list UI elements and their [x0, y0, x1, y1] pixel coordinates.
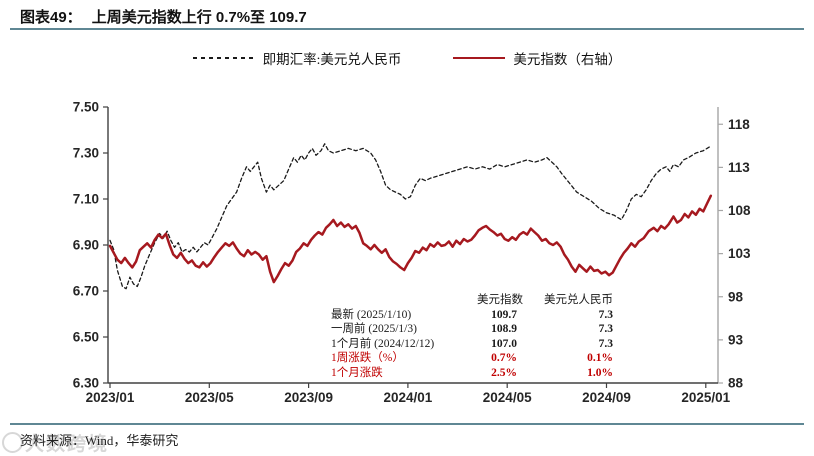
- svg-text:108: 108: [728, 203, 751, 218]
- cell-usdcny: 7.3: [598, 337, 613, 350]
- svg-text:2025/01: 2025/01: [681, 390, 730, 405]
- svg-text:2024/05: 2024/05: [483, 390, 532, 405]
- svg-text:2023/01: 2023/01: [86, 390, 135, 405]
- cell-usd-index: 0.7%: [491, 352, 517, 365]
- row-label: 1个月涨跌: [331, 366, 383, 379]
- figure-title: 图表49： 上周美元指数上行 0.7%至 109.7: [20, 6, 307, 27]
- solid-line-swatch-icon: [453, 56, 506, 60]
- row-label: 最新 (2025/1/10): [331, 308, 412, 321]
- series-usdcny-dashed-line: [109, 143, 712, 290]
- stats-table: 美元指数 美元兑人民币 最新 (2025/1/10) 109.7 7.3 一周前…: [331, 293, 613, 381]
- legend-item-usd-index: 美元指数（右轴）: [453, 48, 621, 68]
- chart-legend: 即期汇率:美元兑人民币 美元指数（右轴）: [0, 48, 814, 68]
- svg-text:2023/09: 2023/09: [284, 390, 333, 405]
- axes: 7.50 7.30 7.10 6.90 6.70 6.50 6.30 118 113 108 103…: [73, 100, 751, 406]
- svg-text:118: 118: [728, 117, 750, 132]
- svg-text:98: 98: [728, 289, 744, 304]
- watermark-text: 大数跨境: [25, 434, 110, 455]
- row-label: 1个月前 (2024/12/12): [331, 337, 435, 350]
- table-row: 1个月涨跌 2.5% 1.0%: [331, 366, 613, 381]
- title-divider: [10, 28, 804, 30]
- table-row: 一周前 (2025/1/3) 108.9 7.3: [331, 322, 613, 337]
- source-note: 资料来源：Wind，华泰研究: [20, 433, 179, 448]
- table-row: 1周涨跌（%） 0.7% 0.1%: [331, 351, 613, 366]
- page-title: 上周美元指数上行 0.7%至 109.7: [91, 9, 307, 26]
- table-header-usdcny: 美元兑人民币: [544, 294, 613, 306]
- svg-text:2024/01: 2024/01: [383, 390, 432, 405]
- svg-text:6.70: 6.70: [73, 284, 99, 299]
- cell-usdcny: 1.0%: [587, 366, 613, 379]
- row-label: 一周前 (2025/1/3): [331, 323, 417, 336]
- svg-text:113: 113: [728, 160, 750, 175]
- svg-text:6.30: 6.30: [73, 376, 99, 391]
- cell-usd-index: 2.5%: [491, 366, 517, 379]
- cell-usd-index: 107.0: [491, 337, 517, 350]
- legend-item-usdcny: 即期汇率:美元兑人民币: [192, 48, 402, 68]
- figure-number: 图表49：: [20, 9, 82, 26]
- series-usd-index-line: [108, 194, 713, 284]
- table-header-usd-index: 美元指数: [477, 294, 523, 306]
- legend-label: 即期汇率:美元兑人民币: [262, 52, 402, 67]
- svg-text:6.50: 6.50: [73, 330, 99, 345]
- row-label: 1周涨跌（%）: [331, 352, 404, 365]
- source-divider: [10, 423, 804, 425]
- table-row: 最新 (2025/1/10) 109.7 7.3: [331, 308, 613, 323]
- cell-usdcny: 7.3: [598, 308, 613, 321]
- svg-text:2023/05: 2023/05: [185, 390, 234, 405]
- svg-text:88: 88: [728, 376, 744, 391]
- cell-usdcny: 0.1%: [587, 352, 613, 365]
- cell-usd-index: 109.7: [491, 308, 517, 321]
- watermark: 大数跨境: [2, 429, 109, 456]
- svg-text:2024/09: 2024/09: [582, 390, 631, 405]
- watermark-logo-icon: [2, 432, 23, 453]
- table-header-blank: [331, 293, 469, 308]
- dashed-line-swatch-icon: [192, 57, 255, 59]
- svg-text:7.30: 7.30: [73, 146, 99, 161]
- cell-usd-index: 108.9: [491, 323, 517, 336]
- legend-label: 美元指数（右轴）: [513, 52, 622, 67]
- table-row: 1个月前 (2024/12/12) 107.0 7.3: [331, 337, 613, 352]
- svg-text:7.50: 7.50: [73, 100, 99, 115]
- table-header-row: 美元指数 美元兑人民币: [331, 293, 613, 308]
- svg-text:93: 93: [728, 332, 744, 347]
- svg-text:103: 103: [728, 246, 751, 261]
- cell-usdcny: 7.3: [598, 323, 613, 336]
- svg-text:7.10: 7.10: [73, 192, 99, 207]
- svg-text:6.90: 6.90: [73, 238, 99, 253]
